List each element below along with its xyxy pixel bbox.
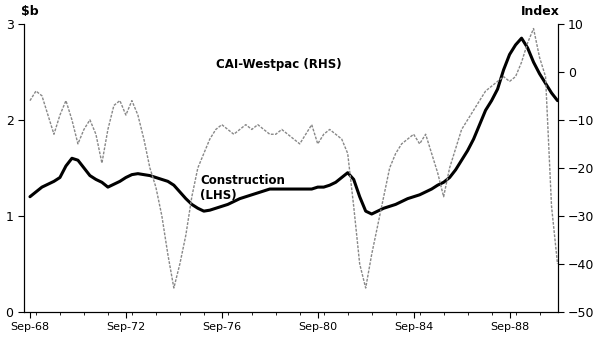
Text: $b: $b (22, 5, 39, 18)
Text: Index: Index (521, 5, 560, 18)
Text: CAI-Westpac (RHS): CAI-Westpac (RHS) (216, 58, 341, 71)
Text: Construction
(LHS): Construction (LHS) (200, 174, 285, 202)
